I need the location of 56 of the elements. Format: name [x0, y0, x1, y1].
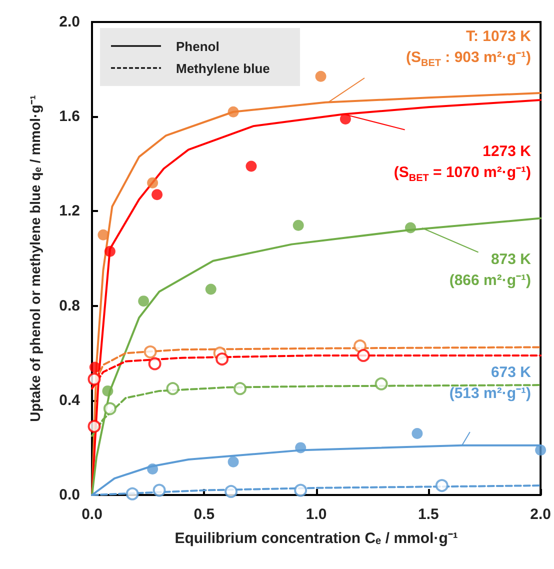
point — [216, 352, 229, 366]
point — [152, 189, 163, 200]
point — [294, 484, 308, 497]
x-tick-label: 2.0 — [530, 506, 552, 523]
point — [295, 442, 306, 454]
text: 673 K (513 m²·g⁻¹) — [448, 363, 532, 404]
point — [147, 177, 158, 188]
point — [152, 484, 166, 497]
annotation: Phenol — [176, 38, 220, 54]
y-tick-label: 0.0 — [59, 486, 80, 504]
point — [102, 385, 114, 396]
point — [224, 484, 238, 498]
point — [104, 246, 116, 257]
point — [89, 362, 100, 373]
point — [246, 160, 257, 172]
y-tick-label: 0.4 — [59, 392, 81, 409]
x-axis-title: Equilibrium concentration Cₑ / mmol·g⁻¹ — [174, 530, 458, 547]
text: T: 1073 K (S$_{BET}$ : 903 m²·g⁻¹) — [406, 28, 531, 69]
line-series — [91, 217, 542, 496]
point — [98, 229, 109, 240]
y-tick-label: 1.2 — [59, 202, 80, 220]
point — [88, 372, 101, 386]
x-tick-label: 0.0 — [82, 506, 102, 523]
point — [356, 348, 370, 362]
point — [144, 345, 157, 358]
y-axis-title: Uptake of phenol or methylene blue qₑ / mmol·g⁻¹ — [27, 94, 43, 422]
point — [292, 220, 304, 231]
point — [412, 428, 423, 440]
point — [535, 444, 546, 456]
y-tick-label: 1.6 — [59, 108, 80, 126]
point — [147, 463, 158, 474]
point — [148, 357, 162, 370]
point — [228, 106, 239, 118]
point — [405, 222, 416, 234]
point — [205, 284, 216, 295]
y-tick-label: 0.8 — [59, 297, 80, 314]
text: 1273 K (S$_{BET}$ = 1070 m²·g⁻¹) — [394, 143, 531, 184]
annotation: Methylene blue — [176, 60, 270, 76]
legend-label: 873 K (866 m²·g⁻¹) — [448, 250, 532, 291]
point — [138, 296, 150, 307]
point — [354, 340, 367, 352]
point — [126, 487, 139, 500]
y-tick-label: 2.0 — [59, 14, 80, 30]
x-tick-label: 1.5 — [418, 506, 439, 523]
point — [340, 113, 351, 124]
point — [234, 382, 247, 396]
point — [166, 382, 180, 396]
point — [228, 456, 239, 468]
x-tick-label: 0.5 — [194, 506, 215, 523]
point — [374, 377, 388, 390]
point — [103, 402, 116, 416]
point — [88, 420, 101, 433]
point — [435, 479, 448, 492]
x-tick-label: 1.0 — [306, 506, 327, 523]
point — [315, 70, 326, 82]
key-panel: Phenol Methylene blue — [100, 28, 300, 86]
